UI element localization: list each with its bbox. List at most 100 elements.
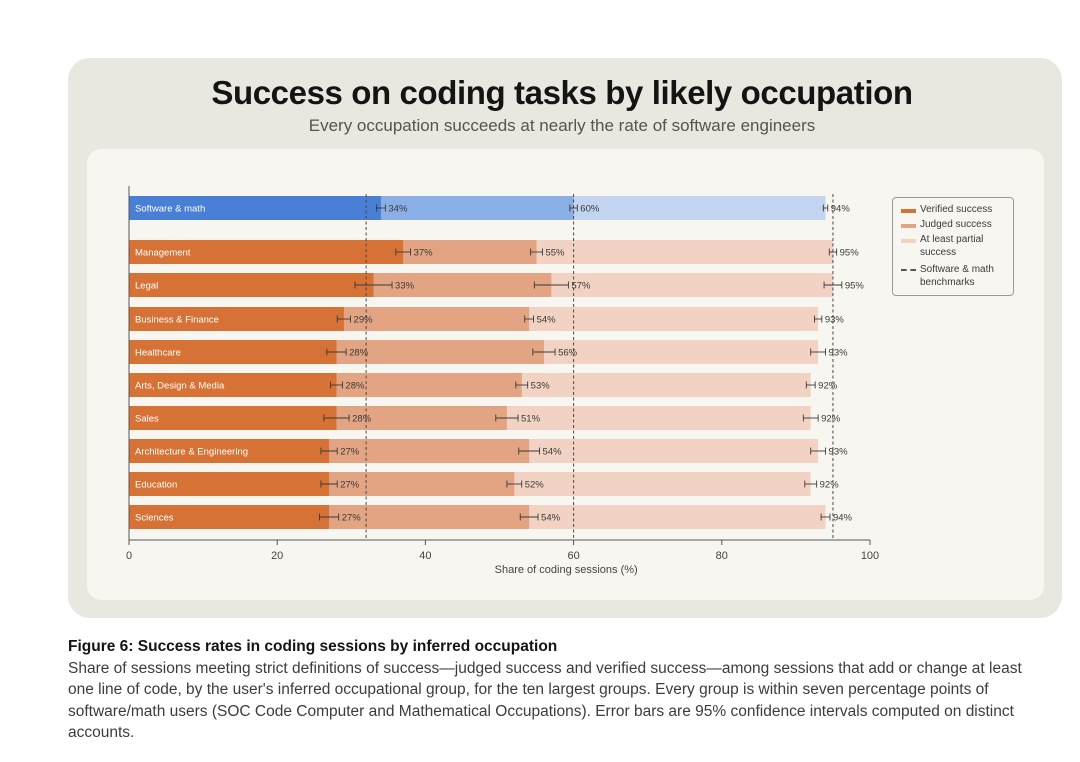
bar-verified <box>129 373 337 397</box>
value-label: 57% <box>571 281 591 292</box>
value-label: 33% <box>395 281 415 292</box>
value-label: 95% <box>840 248 860 259</box>
error-bar <box>533 281 569 289</box>
value-label: 29% <box>354 315 374 326</box>
value-label: 93% <box>829 447 849 458</box>
x-axis-label: Share of coding sessions (%) <box>495 564 638 576</box>
category-label: Architecture & Engineering <box>135 447 248 458</box>
bar-verified <box>129 505 330 529</box>
bar-verified <box>129 340 337 364</box>
value-label: 55% <box>545 248 565 259</box>
category-label: Software & math <box>135 204 205 215</box>
figure-caption: Figure 6: Success rates in coding sessio… <box>68 636 1048 744</box>
value-label: 94% <box>833 513 853 524</box>
bar-verified <box>129 240 404 264</box>
legend-label: At least partial success <box>920 234 984 258</box>
x-tick-label: 20 <box>271 550 283 562</box>
category-label: Arts, Design & Media <box>135 381 225 392</box>
chart-title: Success on coding tasks by likely occupa… <box>211 74 913 111</box>
chart-legend: Verified success Judged success At least p… <box>892 197 1014 296</box>
error-bar <box>823 281 843 289</box>
error-bar <box>804 480 818 488</box>
error-bar <box>569 204 578 212</box>
error-bar <box>506 480 523 488</box>
bar-verified <box>129 307 344 331</box>
legend-swatch <box>901 224 916 228</box>
error-bar <box>326 348 347 356</box>
error-bar <box>820 513 831 521</box>
value-label: 52% <box>525 480 545 491</box>
value-label: 37% <box>414 248 434 259</box>
value-label: 51% <box>521 414 541 425</box>
error-bar <box>532 348 556 356</box>
value-label: 54% <box>543 447 563 458</box>
legend-swatch <box>901 269 916 271</box>
value-label: 54% <box>537 315 557 326</box>
error-bar <box>810 348 826 356</box>
error-bar <box>320 480 338 488</box>
error-bar <box>515 381 529 389</box>
bar-verified <box>129 406 337 430</box>
error-bar <box>318 513 340 521</box>
error-bar <box>524 315 535 323</box>
error-bar <box>518 447 540 455</box>
value-label: 56% <box>558 348 578 359</box>
value-label: 93% <box>825 315 845 326</box>
x-tick-label: 0 <box>126 550 132 562</box>
error-bar <box>495 414 519 422</box>
error-bar <box>330 381 343 389</box>
caption-body: Share of sessions meeting strict definit… <box>68 659 1022 742</box>
value-label: 27% <box>342 513 362 524</box>
error-bar <box>323 414 350 422</box>
category-label: Sciences <box>135 513 174 524</box>
value-label: 92% <box>820 480 840 491</box>
value-label: 94% <box>831 204 851 215</box>
error-bar <box>530 248 543 256</box>
legend-label: Verified success <box>920 204 993 215</box>
value-label: 28% <box>352 414 372 425</box>
value-label: 27% <box>340 447 360 458</box>
x-tick-label: 100 <box>861 550 879 562</box>
value-label: 92% <box>818 381 838 392</box>
category-label: Sales <box>135 414 159 425</box>
legend-swatch <box>901 239 916 243</box>
error-bar <box>376 204 386 212</box>
value-label: 28% <box>349 348 369 359</box>
error-bar <box>805 381 816 389</box>
legend-label: Software & math benchmarks <box>920 264 994 288</box>
value-label: 34% <box>388 204 408 215</box>
value-label: 53% <box>531 381 551 392</box>
category-label: Education <box>135 480 177 491</box>
value-label: 54% <box>541 513 561 524</box>
error-bar <box>810 447 826 455</box>
caption-title: Figure 6: Success rates in coding sessio… <box>68 638 558 655</box>
value-label: 92% <box>821 414 841 425</box>
legend-swatch <box>901 209 916 213</box>
x-tick-label: 40 <box>419 550 431 562</box>
bar-verified <box>129 273 374 297</box>
legend-label: Judged success <box>920 219 992 230</box>
category-label: Business & Finance <box>135 315 219 326</box>
value-label: 27% <box>340 480 360 491</box>
error-bar <box>395 248 412 256</box>
x-tick-label: 60 <box>567 550 579 562</box>
error-bar <box>802 414 819 422</box>
value-label: 28% <box>345 381 365 392</box>
error-bar <box>336 315 352 323</box>
x-tick-label: 80 <box>716 550 728 562</box>
bar-verified <box>129 472 330 496</box>
error-bar <box>354 281 393 289</box>
error-bar <box>519 513 539 521</box>
error-bar <box>813 315 823 323</box>
value-label: 95% <box>845 281 865 292</box>
error-bar <box>320 447 338 455</box>
bar-verified <box>129 196 381 220</box>
error-bar <box>828 248 838 256</box>
category-label: Management <box>135 248 191 259</box>
bar-verified <box>129 439 330 463</box>
category-label: Healthcare <box>135 348 181 359</box>
chart-subtitle: Every occupation succeeds at nearly the … <box>308 116 816 135</box>
value-label: 60% <box>580 204 600 215</box>
value-label: 93% <box>829 348 849 359</box>
